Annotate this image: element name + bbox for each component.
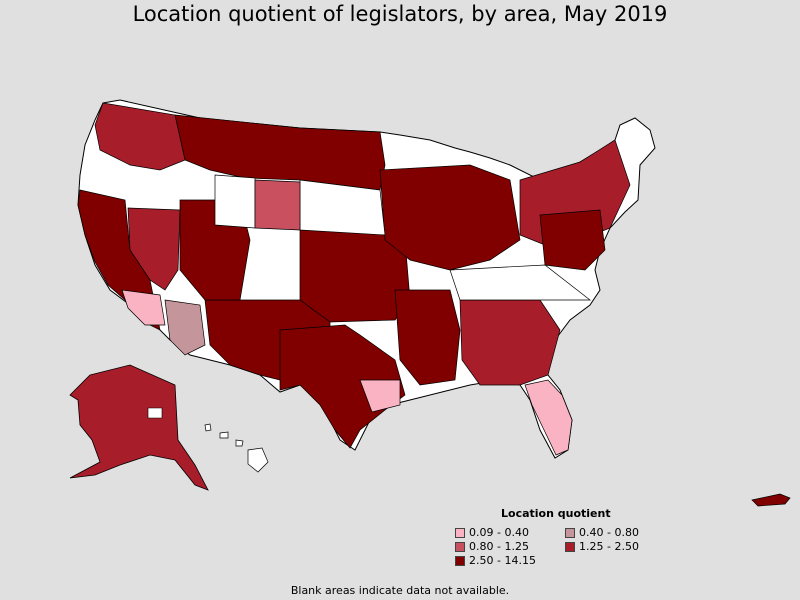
legend-swatch [455,541,465,552]
region-arizona-south [164,299,206,356]
legend-swatch [455,555,465,566]
region-southeast [459,299,561,386]
legend-item-2: 0.80 - 1.25 [455,540,565,553]
region-florida [524,379,573,456]
legend: Location quotient 0.09 - 0.40 0.40 - 0.8… [455,507,665,567]
map-title: Location quotient of legislators, by are… [132,2,668,26]
region-so-cal [121,289,166,326]
legend-item-4: 2.50 - 14.15 [455,554,565,567]
legend-item-0: 0.09 - 0.40 [455,526,565,539]
region-arkansas-lower [394,289,461,386]
map-regions [77,102,631,456]
footnote: Blank areas indicate data not available. [290,584,510,597]
region-texas [279,324,406,449]
legend-swatch [565,527,575,538]
legend-label: 0.40 - 0.80 [579,526,639,539]
legend-swatch [565,541,575,552]
alaska-blank-area [147,407,163,419]
legend-label: 0.80 - 1.25 [469,540,529,553]
legend-label: 2.50 - 14.15 [469,554,536,567]
legend-label: 0.09 - 0.40 [469,526,529,539]
hawaii [204,423,269,473]
legend-swatch [455,527,465,538]
region-gulf-coast-pink [359,379,401,413]
alaska [69,364,209,491]
legend-label: 1.25 - 2.50 [579,540,639,553]
region-midwest [379,164,521,271]
legend-item-3: 1.25 - 2.50 [565,540,665,553]
region-mid-atlantic [539,209,606,271]
puerto-rico [751,493,791,507]
legend-title: Location quotient [501,507,611,520]
region-wyoming-blank [214,174,256,229]
legend-item-1: 0.40 - 0.80 [565,526,665,539]
region-kentucky-blank [449,264,592,301]
region-oregon-wash [94,102,186,171]
region-colorado-mid [254,179,301,231]
